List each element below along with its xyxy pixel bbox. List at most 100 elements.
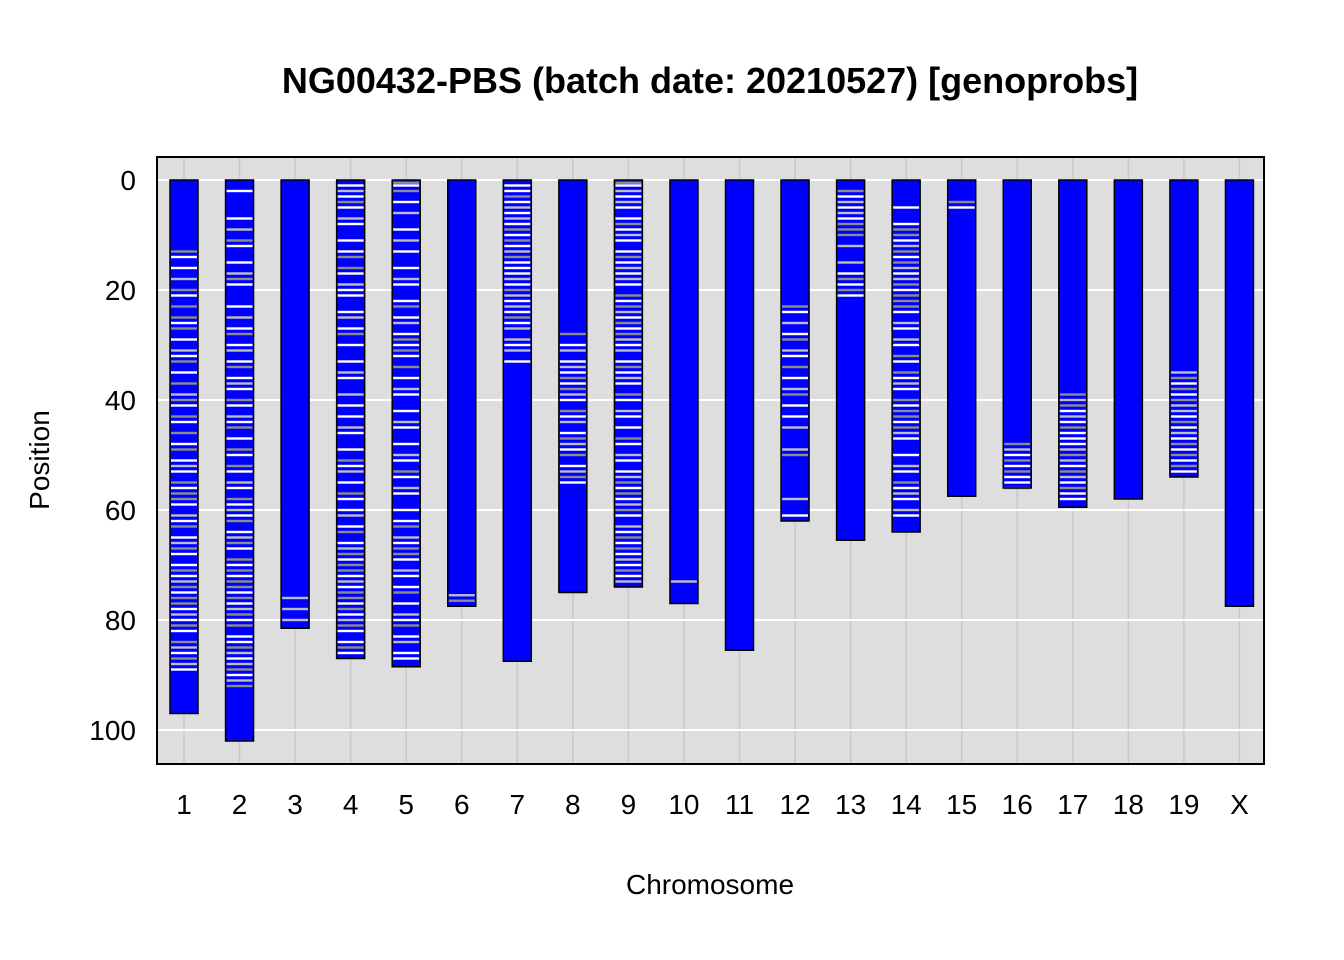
marker-band-gray	[171, 288, 197, 292]
marker-band-white	[171, 354, 197, 358]
marker-band-light	[226, 536, 253, 539]
chromosome-1	[169, 179, 199, 715]
chromosome-border	[835, 179, 866, 541]
marker-band-light	[1170, 371, 1197, 374]
chromosome-border	[391, 179, 421, 668]
marker-band-white	[226, 376, 253, 380]
marker-band-light	[226, 272, 253, 275]
marker-band-gray	[1004, 442, 1031, 446]
x-tick-label: 14	[891, 789, 922, 820]
marker-band-white	[893, 206, 920, 209]
chromosome-bar	[336, 180, 365, 659]
marker-band-light	[282, 618, 309, 622]
marker-band-white	[226, 404, 253, 407]
marker-band-gray	[1170, 453, 1197, 457]
marker-band-white	[559, 431, 586, 435]
marker-band-gray	[782, 365, 809, 369]
marker-band-gray	[615, 255, 642, 259]
marker-band-light	[393, 569, 420, 572]
marker-band-gray	[337, 266, 364, 270]
marker-band-white	[615, 382, 642, 385]
marker-band-white	[615, 360, 642, 363]
chromosome-19	[1169, 179, 1199, 478]
marker-band-light	[171, 580, 197, 583]
marker-band-gray	[226, 541, 253, 545]
marker-band-light	[393, 453, 420, 457]
marker-band-white	[893, 486, 920, 490]
marker-band-white	[615, 250, 642, 253]
marker-band-light	[337, 618, 364, 622]
marker-band-white	[337, 239, 364, 242]
marker-band-gray	[393, 591, 420, 594]
marker-band-light	[782, 448, 809, 451]
marker-band-white	[226, 189, 253, 193]
chromosome-border	[335, 179, 366, 660]
marker-band-white	[171, 536, 197, 539]
marker-band-white	[393, 200, 420, 204]
marker-band-white	[615, 239, 642, 242]
marker-band-white	[393, 657, 420, 660]
marker-band-gray	[171, 398, 197, 402]
marker-band-light	[1059, 415, 1086, 418]
marker-band-white	[171, 338, 197, 341]
marker-band-gray	[615, 305, 642, 308]
marker-band-light	[559, 393, 586, 396]
marker-band-gray	[504, 255, 531, 259]
marker-band-gray	[226, 624, 253, 627]
marker-band-gray	[226, 668, 253, 671]
chromosome-border	[780, 179, 810, 522]
marker-band-white	[893, 222, 920, 226]
marker-band-gray	[837, 288, 864, 292]
marker-band-white	[559, 382, 586, 385]
marker-band-white	[393, 343, 420, 347]
marker-band-light	[337, 217, 364, 220]
marker-band-light	[559, 420, 586, 424]
marker-band-white	[171, 371, 197, 374]
marker-band-gray	[893, 415, 920, 418]
y-axis-ticks: 0 20 40 60 80 100	[89, 165, 136, 746]
marker-band-white	[393, 558, 420, 561]
marker-band-light	[171, 393, 197, 396]
marker-band-white	[504, 233, 531, 237]
marker-band-white	[1170, 426, 1197, 429]
marker-band-light	[337, 547, 364, 550]
chromosome-border	[447, 179, 477, 607]
marker-band-light	[393, 486, 420, 490]
x-tick-label: 4	[343, 789, 359, 820]
marker-band-white	[893, 497, 920, 501]
marker-band-gray	[1004, 470, 1031, 473]
marker-band-white	[171, 591, 197, 594]
marker-band-white	[893, 239, 920, 242]
y-tick-label: 60	[105, 495, 136, 526]
marker-band-white	[171, 255, 197, 259]
marker-band-white	[893, 288, 920, 292]
marker-band-white	[337, 431, 364, 435]
marker-band-white	[893, 420, 920, 424]
marker-band-gray	[615, 481, 642, 484]
marker-band-light	[837, 200, 864, 204]
marker-band-gray	[337, 459, 364, 462]
marker-band-gray	[615, 547, 642, 550]
marker-band-white	[893, 343, 920, 347]
chromosome-border	[1002, 179, 1032, 489]
marker-band-white	[893, 327, 920, 330]
marker-band-gray	[337, 492, 364, 495]
marker-band-white	[504, 310, 531, 314]
marker-band-white	[171, 552, 197, 556]
marker-band-white	[615, 552, 642, 556]
x-tick-label: 12	[779, 789, 810, 820]
marker-band-light	[504, 305, 531, 308]
marker-band-white	[615, 195, 642, 198]
y-axis-label: Position	[24, 410, 55, 510]
marker-band-light	[504, 327, 531, 330]
marker-band-white	[393, 585, 420, 589]
marker-band-light	[782, 321, 809, 325]
marker-band-white	[837, 283, 864, 286]
y-tick-label: 0	[120, 165, 136, 196]
marker-band-gray	[615, 365, 642, 369]
marker-band-white	[171, 266, 197, 270]
marker-band-gray	[782, 393, 809, 396]
x-axis-ticks: 1 2 3 4 5 6 7 8 9 10 11 12 13 14 15 16 17 18 19 X	[176, 789, 1249, 820]
marker-band-light	[615, 349, 642, 352]
marker-band-white	[337, 404, 364, 407]
